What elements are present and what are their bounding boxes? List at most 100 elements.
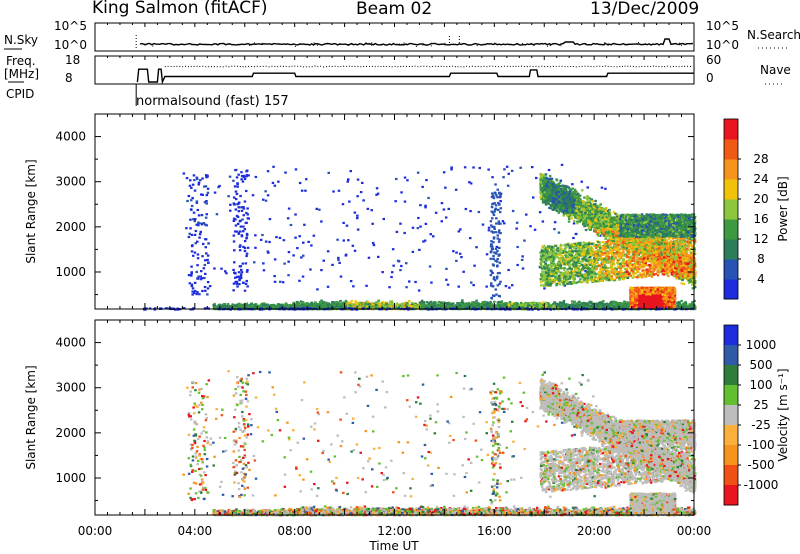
power-cell: [504, 285, 508, 288]
power-cell: [428, 265, 432, 268]
power-cell: [432, 235, 435, 238]
power-cell: [237, 210, 240, 213]
power-cell: [617, 302, 620, 305]
power-cell: [492, 213, 496, 217]
power-cell: [626, 301, 630, 304]
power-cell: [243, 200, 247, 203]
power-cell: [591, 303, 594, 306]
power-cell: [275, 236, 278, 239]
power-cell: [492, 276, 496, 279]
power-cell: [679, 303, 683, 306]
power-cell: [198, 293, 201, 296]
power-cell: [478, 166, 481, 170]
power-cell: [242, 230, 245, 233]
power-cell: [414, 305, 417, 309]
power-cell: [234, 208, 238, 211]
power-cell: [378, 302, 381, 305]
power-cell: [243, 249, 247, 253]
power-cell: [572, 222, 576, 225]
power-cell: [356, 228, 360, 231]
power-cell: [268, 218, 272, 221]
power-cell: [243, 177, 247, 181]
power-cell: [492, 254, 495, 257]
power-cell: [217, 304, 221, 307]
power-cell: [185, 227, 188, 230]
power-cell: [344, 253, 348, 256]
power-cell: [302, 254, 305, 257]
power-cell: [316, 288, 319, 291]
power-cell: [232, 196, 236, 199]
nsearch-dot: [533, 44, 535, 46]
power-cell: [244, 262, 248, 265]
power-cell: [307, 304, 311, 307]
power-cell: [223, 305, 226, 308]
power-cell: [489, 257, 492, 260]
power-cell: [320, 269, 323, 272]
power-cell: [500, 303, 504, 306]
power-cell: [382, 305, 385, 308]
power-cell: [487, 229, 491, 232]
power-cell: [503, 168, 506, 171]
power-cell: [189, 227, 192, 230]
power-cell: [214, 306, 217, 309]
power-cell: [240, 209, 244, 212]
power-cell: [532, 304, 536, 307]
power-cell: [190, 199, 193, 202]
freq-unit-label: [MHz]: [4, 67, 39, 81]
power-cell: [440, 301, 444, 304]
power-cell: [193, 189, 197, 192]
power-cell: [458, 304, 461, 307]
power-cell: [220, 267, 223, 270]
power-cell: [320, 220, 323, 223]
power-cell: [331, 301, 334, 304]
nave-line: [164, 65, 694, 68]
power-cell: [429, 301, 432, 304]
power-cell: [193, 281, 197, 284]
power-cell: [197, 221, 200, 224]
power-cell: [246, 217, 250, 220]
nsearch-dot: [430, 45, 432, 47]
power-cell: [493, 210, 496, 213]
power-cell: [371, 241, 375, 245]
power-cell: [495, 277, 499, 280]
power-cell: [493, 227, 496, 230]
power-cell: [375, 187, 379, 190]
nsearch-dot: [402, 43, 404, 45]
power-cell: [396, 259, 400, 262]
power-cell: [287, 207, 291, 210]
nsearch-dot: [626, 43, 628, 45]
power-cell: [273, 184, 277, 187]
nsearch-dot: [197, 43, 199, 45]
power-cell: [499, 280, 502, 283]
power-cell: [494, 231, 498, 234]
power-cell: [519, 166, 522, 169]
power-cell: [349, 170, 352, 173]
power-cell: [235, 230, 239, 233]
nsearch-dot: [415, 45, 417, 47]
power-cell: [243, 228, 247, 231]
power-cell: [490, 243, 493, 246]
power-cell: [191, 183, 195, 186]
power-cell: [452, 250, 455, 253]
power-cell: [504, 302, 508, 305]
power-cell: [623, 300, 626, 303]
power-cell: [405, 286, 408, 289]
power-cell: [203, 276, 206, 280]
power-cell: [204, 246, 207, 249]
power-cell: [553, 302, 557, 305]
power-cell: [590, 302, 593, 305]
nsearch-dot: [401, 43, 403, 45]
power-cell: [242, 225, 245, 228]
nsearch-dot: [549, 44, 551, 46]
power-cell: [238, 220, 242, 223]
nsearch-dot: [593, 43, 595, 45]
power-cell: [245, 252, 249, 255]
power-cell: [189, 218, 192, 221]
power-cell: [403, 200, 407, 203]
power-cell: [245, 221, 248, 224]
beam-title: Beam 02: [356, 0, 432, 19]
power-cell: [261, 233, 264, 237]
power-cell: [494, 288, 497, 291]
power-cell: [342, 239, 345, 242]
power-cell: [298, 302, 301, 305]
